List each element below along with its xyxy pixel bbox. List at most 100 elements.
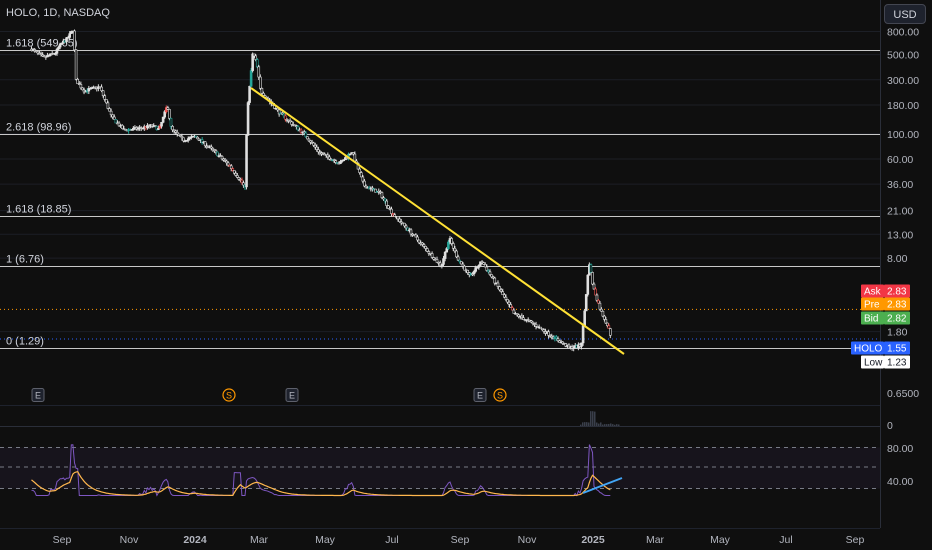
candle-body xyxy=(66,37,70,39)
candle-body xyxy=(168,109,171,119)
candle-body xyxy=(374,188,377,193)
candle-body xyxy=(276,108,279,111)
candle-body xyxy=(424,246,427,249)
volume-bar xyxy=(596,422,598,426)
price-grid xyxy=(0,31,880,333)
candle-body xyxy=(177,133,181,136)
candle-body xyxy=(483,264,487,268)
candle-body xyxy=(246,102,250,136)
candle-body xyxy=(328,156,331,160)
candle-body xyxy=(609,328,612,336)
candle-body xyxy=(60,43,64,45)
candle-body xyxy=(299,129,303,133)
candle-body xyxy=(442,258,445,265)
candle-body xyxy=(427,251,431,254)
candle-body xyxy=(443,251,447,259)
price-tag-label-box xyxy=(861,311,884,325)
candle-body xyxy=(41,54,44,57)
candle-body xyxy=(252,53,256,57)
candle-body xyxy=(604,319,608,324)
candle-body xyxy=(515,313,519,316)
candle-body xyxy=(70,31,73,34)
candle-body xyxy=(404,225,408,229)
candle-body xyxy=(580,342,583,347)
candle-body xyxy=(342,159,346,162)
candle-body xyxy=(406,227,410,231)
candle-body xyxy=(231,168,235,171)
candle-body xyxy=(480,261,484,264)
candle-body xyxy=(509,304,513,308)
price-tick-label: 36.00 xyxy=(887,179,913,191)
volume-bar xyxy=(608,423,610,426)
time-tick-label: Nov xyxy=(518,534,537,546)
candle-body xyxy=(432,257,436,260)
candle-body xyxy=(196,136,199,140)
candle-body xyxy=(534,323,538,327)
candle-body xyxy=(458,259,462,262)
candle-body xyxy=(461,263,465,267)
candle-body xyxy=(182,137,185,142)
candle-body xyxy=(117,122,121,127)
candle-body xyxy=(33,49,36,51)
candle-body xyxy=(288,120,292,123)
price-tag-value-box xyxy=(884,311,910,325)
candle-body xyxy=(203,141,207,147)
candle-body xyxy=(539,326,543,330)
candle-body xyxy=(507,301,511,305)
candle-body xyxy=(475,267,479,269)
price-tick-label: 180.00 xyxy=(887,100,919,112)
candle-body xyxy=(334,160,338,163)
candle-body xyxy=(493,277,497,284)
candle-body xyxy=(284,115,287,120)
candle-body xyxy=(318,151,322,154)
price-tag-label-box xyxy=(861,355,884,369)
candle-body xyxy=(262,92,265,96)
time-tick-label: Sep xyxy=(451,534,470,546)
price-tick-label: 1.80 xyxy=(887,327,908,339)
candle-body xyxy=(260,88,264,94)
price-tag-value-box xyxy=(884,341,910,355)
candle-body xyxy=(417,239,421,244)
candle-body xyxy=(57,46,60,50)
price-tag-label-box xyxy=(851,341,884,355)
rsi-trendline xyxy=(582,477,623,494)
candle-body xyxy=(161,116,165,123)
candle-body xyxy=(506,299,509,303)
price-tag-label: HOLO xyxy=(854,344,883,355)
candle-body xyxy=(591,272,594,285)
candle-body xyxy=(430,253,434,258)
candle-body xyxy=(445,248,449,253)
candle-body xyxy=(498,286,501,291)
candle-body xyxy=(380,192,384,198)
time-tick-label: Mar xyxy=(646,534,665,546)
candle-body xyxy=(157,127,160,130)
candles xyxy=(30,29,612,352)
price-tag-label: Bid xyxy=(864,314,878,325)
candle-body xyxy=(385,200,389,206)
volume-bar xyxy=(604,424,606,426)
candle-body xyxy=(453,247,457,252)
price-tag-value: 1.23 xyxy=(887,358,907,369)
candle-body xyxy=(223,159,227,162)
candle-body xyxy=(512,309,516,314)
candle-body xyxy=(425,248,429,252)
candle-body xyxy=(403,222,406,227)
candle-body xyxy=(531,321,535,324)
currency-button[interactable]: USD xyxy=(884,4,926,24)
candle-body xyxy=(606,322,609,326)
candle-body xyxy=(487,270,490,273)
candle-body xyxy=(180,135,184,139)
volume-bar xyxy=(602,424,604,426)
price-labels: Ask 2.83 Pre 2.83 Bid 2.82 HOLO 1.55 Low 1.23 xyxy=(851,284,910,369)
candle-body xyxy=(326,154,330,158)
candle-body xyxy=(105,99,108,104)
price-tag-value-box xyxy=(884,284,910,298)
candle-body xyxy=(317,149,320,153)
candle-body xyxy=(249,70,253,87)
candle-body xyxy=(54,53,57,55)
candle-body xyxy=(109,110,113,116)
candle-body xyxy=(409,229,413,235)
volume-bar xyxy=(606,424,608,426)
